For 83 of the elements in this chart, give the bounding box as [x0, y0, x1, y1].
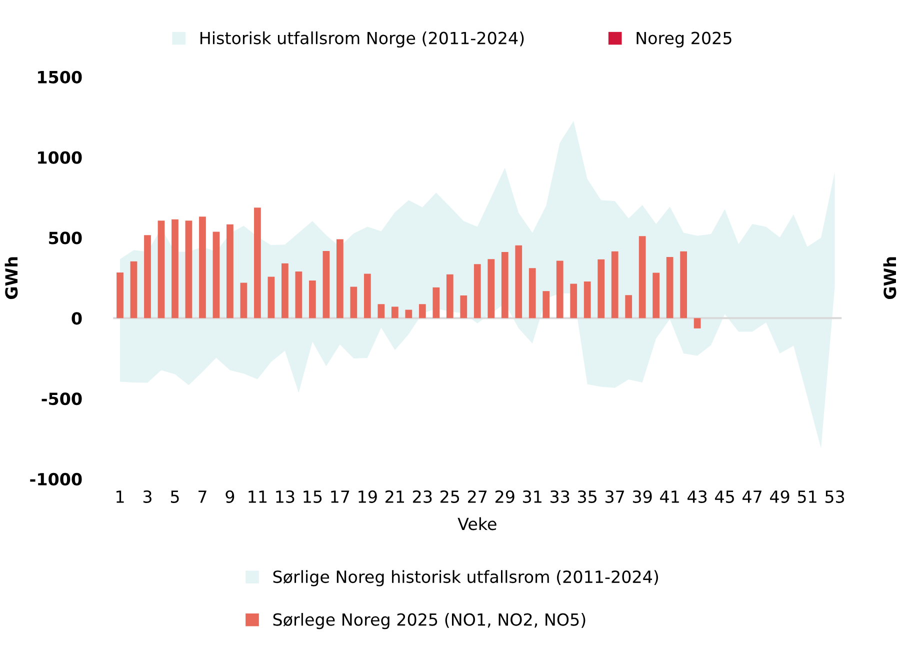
x-tick-label: 45 [715, 490, 734, 503]
legend-label: Sørlege Noreg 2025 (NO1, NO2, NO5) [273, 612, 586, 630]
bar [611, 251, 618, 318]
bar [556, 260, 564, 318]
bar [226, 224, 234, 318]
x-tick-label: 29 [495, 490, 514, 503]
x-tick-label: 51 [798, 490, 816, 503]
bar [542, 291, 550, 318]
bar [268, 276, 275, 318]
y-tick-label: 1500 [38, 70, 82, 84]
bar [240, 282, 248, 318]
bar [391, 306, 398, 318]
x-tick-label: 43 [688, 490, 707, 503]
bar [212, 232, 220, 318]
y-tick-label: 1000 [38, 151, 82, 164]
bar [172, 219, 178, 318]
bar [130, 261, 138, 318]
bar [364, 274, 371, 318]
x-tick-label: 1 [116, 490, 124, 503]
legend-label: Historisk utfallsrom Norge (2011-2024) [200, 31, 524, 48]
bar [598, 259, 605, 318]
bar [336, 239, 344, 318]
bar [282, 263, 288, 318]
bar [460, 295, 468, 318]
bar [309, 280, 316, 318]
bar [116, 272, 124, 318]
bar [488, 259, 495, 318]
x-tick-label: 13 [276, 490, 294, 503]
legend-label: Sørlige Noreg historisk utfallsrom (2011-2024) [273, 570, 658, 586]
x-tick-label: 11 [248, 490, 267, 503]
bar [501, 252, 508, 318]
x-tick-label: 49 [770, 490, 790, 503]
bar [638, 236, 646, 318]
bar [625, 295, 632, 318]
bar [680, 251, 688, 318]
bar [199, 216, 206, 318]
bar [474, 264, 481, 318]
x-tick-label: 27 [468, 490, 487, 503]
bar [378, 304, 385, 318]
y-tick-label: 500 [49, 232, 82, 244]
x-tick-label: 35 [578, 490, 596, 503]
x-tick-label: 31 [523, 490, 542, 503]
bar [322, 251, 330, 318]
bar [694, 318, 701, 328]
bar [666, 257, 674, 318]
bar [295, 271, 302, 318]
x-tick-label: 5 [170, 490, 179, 503]
x-tick-label: 15 [304, 490, 322, 503]
bar [254, 208, 261, 318]
bar [584, 281, 591, 318]
x-tick-label: 9 [226, 490, 234, 503]
y2-axis-title: GWh [883, 257, 896, 300]
bar [528, 268, 536, 318]
y-tick-label: 0 [72, 312, 82, 325]
x-tick-label: 41 [660, 490, 679, 503]
bar [405, 310, 412, 318]
bar [652, 272, 660, 318]
x-tick-label: 25 [440, 490, 460, 503]
bar [418, 304, 426, 318]
bar [432, 287, 440, 318]
bar [446, 274, 454, 318]
x-tick-label: 3 [143, 490, 152, 503]
x-tick-label: 33 [550, 490, 570, 503]
x-tick-label: 37 [606, 490, 624, 503]
x-tick-label: 17 [331, 490, 350, 503]
bar [515, 245, 522, 318]
bar [350, 286, 358, 318]
x-tick-label: 23 [413, 490, 432, 503]
x-tick-label: 19 [358, 490, 377, 503]
y-tick-label: -1000 [30, 472, 82, 486]
bar [185, 220, 192, 318]
bar [158, 220, 165, 318]
x-tick-label: 47 [742, 490, 762, 503]
y-tick-label: -500 [42, 392, 82, 406]
x-tick-label: 21 [386, 490, 404, 503]
legend-label: Noreg 2025 [636, 32, 732, 48]
y-axis-title: GWh [4, 257, 18, 300]
x-tick-label: 53 [825, 490, 844, 503]
x-axis-title: Veke [458, 517, 496, 530]
x-tick-label: 7 [198, 490, 206, 503]
bar [570, 284, 578, 318]
bar [144, 235, 151, 318]
x-tick-label: 39 [633, 490, 652, 503]
